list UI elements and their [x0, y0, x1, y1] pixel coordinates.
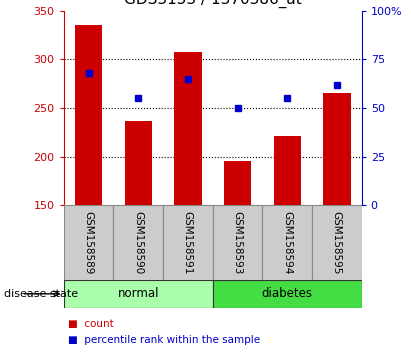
Text: ■  percentile rank within the sample: ■ percentile rank within the sample	[68, 335, 260, 345]
Text: normal: normal	[118, 287, 159, 300]
Bar	[213, 205, 262, 280]
Bar	[312, 205, 362, 280]
Bar	[262, 205, 312, 280]
Title: GDS3153 / 1370386_at: GDS3153 / 1370386_at	[124, 0, 302, 8]
Text: GSM158594: GSM158594	[282, 211, 292, 274]
Bar	[64, 280, 213, 308]
Bar	[323, 93, 351, 205]
Bar	[113, 205, 163, 280]
Text: GSM158591: GSM158591	[183, 211, 193, 274]
Text: GSM158590: GSM158590	[133, 211, 143, 274]
Text: GSM158589: GSM158589	[83, 211, 94, 274]
Bar	[75, 25, 102, 205]
Bar	[64, 205, 113, 280]
Bar	[163, 205, 213, 280]
Text: GSM158595: GSM158595	[332, 211, 342, 274]
Text: ■  count: ■ count	[68, 319, 113, 329]
Bar	[125, 121, 152, 205]
Bar	[224, 161, 251, 205]
Bar	[174, 51, 201, 205]
Text: diabetes: diabetes	[262, 287, 313, 300]
Text: disease state: disease state	[4, 289, 78, 299]
Bar	[274, 136, 301, 205]
Bar	[213, 280, 362, 308]
Text: GSM158593: GSM158593	[233, 211, 242, 274]
